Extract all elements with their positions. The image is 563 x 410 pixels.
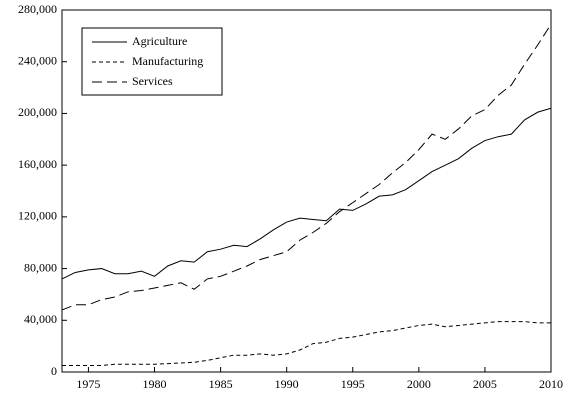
y-tick-label: 240,000 [18,53,57,67]
x-tick-label: 1985 [209,377,233,391]
y-tick-label: 120,000 [18,209,57,223]
y-tick-label: 80,000 [24,260,57,274]
x-tick-label: 2005 [473,377,497,391]
x-tick-label: 1980 [143,377,167,391]
y-tick-label: 200,000 [18,105,57,119]
series-line [61,23,552,311]
legend-label: Services [132,74,173,88]
legend-label: Agriculture [132,34,187,48]
plot-frame [61,9,552,373]
x-tick-label: 1975 [76,377,100,391]
legend-box [81,27,223,96]
legend-label: Manufacturing [132,54,203,68]
y-tick-label: 280,000 [18,2,57,16]
series-line [61,107,552,280]
x-tick-label: 1995 [341,377,365,391]
y-tick-label: 40,000 [24,312,57,326]
y-tick-label: 160,000 [18,157,57,171]
series-line [62,321,551,367]
x-tick-label: 2010 [539,377,563,391]
x-tick-label: 1990 [275,377,299,391]
y-tick-label: 0 [51,364,57,378]
x-tick-label: 2000 [407,377,431,391]
